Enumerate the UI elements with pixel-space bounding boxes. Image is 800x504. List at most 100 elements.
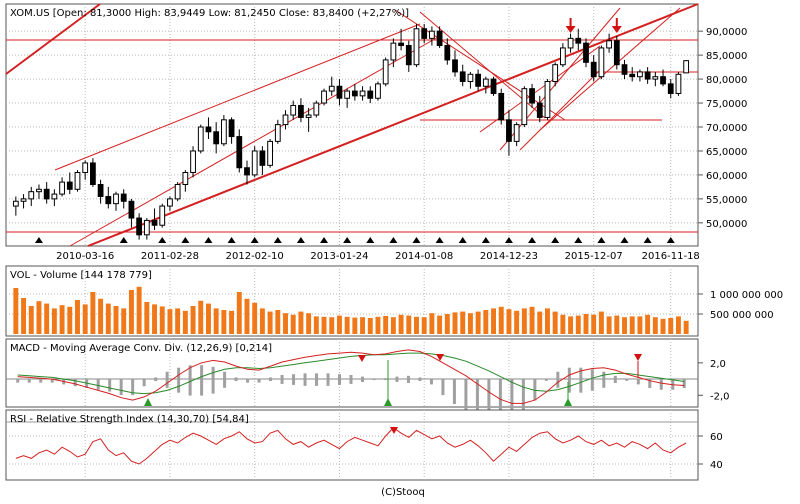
candle-body <box>452 59 458 73</box>
volume-bar <box>283 313 288 334</box>
rsi-line <box>15 426 687 465</box>
signal-up-triangle <box>620 237 629 243</box>
volume-bar <box>437 315 443 334</box>
candle-body <box>344 90 351 99</box>
candle-body <box>475 73 482 87</box>
candle-body <box>459 71 466 82</box>
volume-bar <box>398 314 404 334</box>
signal-up-triangle <box>412 237 421 243</box>
macd-histogram-bar <box>395 376 399 382</box>
volume-bar <box>175 308 181 334</box>
macd-histogram-bar <box>613 375 617 383</box>
volume-bar <box>598 311 604 334</box>
volume-bar <box>344 316 350 334</box>
candle-body <box>444 45 451 61</box>
volume-bar <box>229 310 235 334</box>
candle-body <box>36 188 42 193</box>
macd-buy-marker <box>144 398 152 406</box>
volume-bar <box>414 316 419 334</box>
volume-panel: 1 000 000 000 500 000 000 VOL - Volume [1… <box>5 265 783 337</box>
volume-bar <box>660 318 666 334</box>
volume-bar <box>606 316 612 334</box>
signal-up-triangle <box>504 237 513 243</box>
macd-histogram-bar <box>188 365 192 396</box>
macd-histogram-bar <box>475 379 479 419</box>
price-x-tick-label: 2015-12-07 <box>565 251 623 262</box>
signal-up-triangle <box>296 237 305 243</box>
volume-bar <box>390 317 396 334</box>
price-x-tick-label: 2013-01-24 <box>310 251 368 262</box>
macd-histogram-bar <box>556 371 560 388</box>
volume-bar <box>67 306 73 334</box>
macd-y-tick-label: 2,0 <box>710 359 726 370</box>
volume-bar <box>475 311 481 334</box>
signal-up-triangle <box>366 237 375 243</box>
volume-bar <box>444 314 450 334</box>
volume-bar <box>136 286 142 334</box>
signal-up-triangle <box>643 237 652 243</box>
candle-body <box>667 83 674 94</box>
candle-body <box>629 73 636 78</box>
macd-histogram-bar <box>567 367 571 393</box>
macd-histogram-bar <box>326 373 330 386</box>
candle-body <box>267 140 273 166</box>
candle-body <box>583 42 589 63</box>
macd-histogram-bar <box>636 379 640 385</box>
candle-body <box>498 92 505 121</box>
trendline-early-resistance <box>5 3 101 75</box>
macd-histogram-bar <box>39 379 43 383</box>
candle-body <box>675 73 682 94</box>
macd-sell-marker <box>634 354 642 361</box>
macd-buy-marker <box>564 398 572 406</box>
signal-up-triangle <box>574 237 583 243</box>
candle-body <box>652 76 659 80</box>
signal-up-triangle <box>204 237 213 243</box>
macd-histogram-bar <box>27 379 31 383</box>
candle-body <box>97 184 104 197</box>
macd-histogram-bar <box>602 371 606 388</box>
fan-line-5 <box>519 69 601 151</box>
volume-bar <box>159 306 165 334</box>
volume-bar <box>429 313 435 334</box>
trendline-long-support <box>87 3 699 247</box>
volume-bar <box>652 317 658 334</box>
macd-histogram-bar <box>108 379 112 392</box>
macd-histogram-bar <box>165 371 169 388</box>
macd-line <box>17 349 685 404</box>
candle-body <box>167 198 173 207</box>
candle-body <box>375 83 381 99</box>
fan-line-3 <box>499 7 621 151</box>
low-label: Low <box>209 8 229 19</box>
macd-histogram-bar <box>383 378 387 381</box>
candle-body <box>66 181 73 190</box>
macd-histogram-bar <box>119 379 123 396</box>
volume-bar <box>360 317 366 334</box>
candle-body <box>205 126 212 133</box>
volume-bar <box>545 308 550 334</box>
macd-histogram-bar <box>223 371 227 388</box>
price-x-axis: 2010-03-16 2011-02-28 2012-02-10 2013-01-24… <box>56 251 700 262</box>
candle-body <box>606 40 612 49</box>
volume-bar <box>421 317 427 334</box>
volume-bar <box>629 316 635 334</box>
price-y-tick-label: 90,0000 <box>706 27 747 38</box>
macd-histogram-bar <box>200 365 204 396</box>
close-label: Close <box>279 8 306 19</box>
high-label: High <box>134 8 157 19</box>
candle-body <box>228 119 235 138</box>
signal-up-triangle <box>181 237 190 243</box>
volume-bar <box>98 298 104 334</box>
candle-body <box>359 90 366 97</box>
candle-body <box>567 37 574 49</box>
candle-body <box>413 28 420 66</box>
signal-up-triangle <box>666 237 675 243</box>
volume-bar <box>352 317 358 334</box>
candle-body <box>213 131 220 145</box>
macd-histogram-bar <box>73 379 77 387</box>
macd-histogram-bar <box>234 377 238 381</box>
macd-histogram-bar <box>406 375 410 383</box>
candle-body <box>367 90 374 99</box>
candle-body <box>351 90 358 97</box>
macd-histogram-bar <box>360 376 364 382</box>
volume-bar <box>622 317 627 334</box>
